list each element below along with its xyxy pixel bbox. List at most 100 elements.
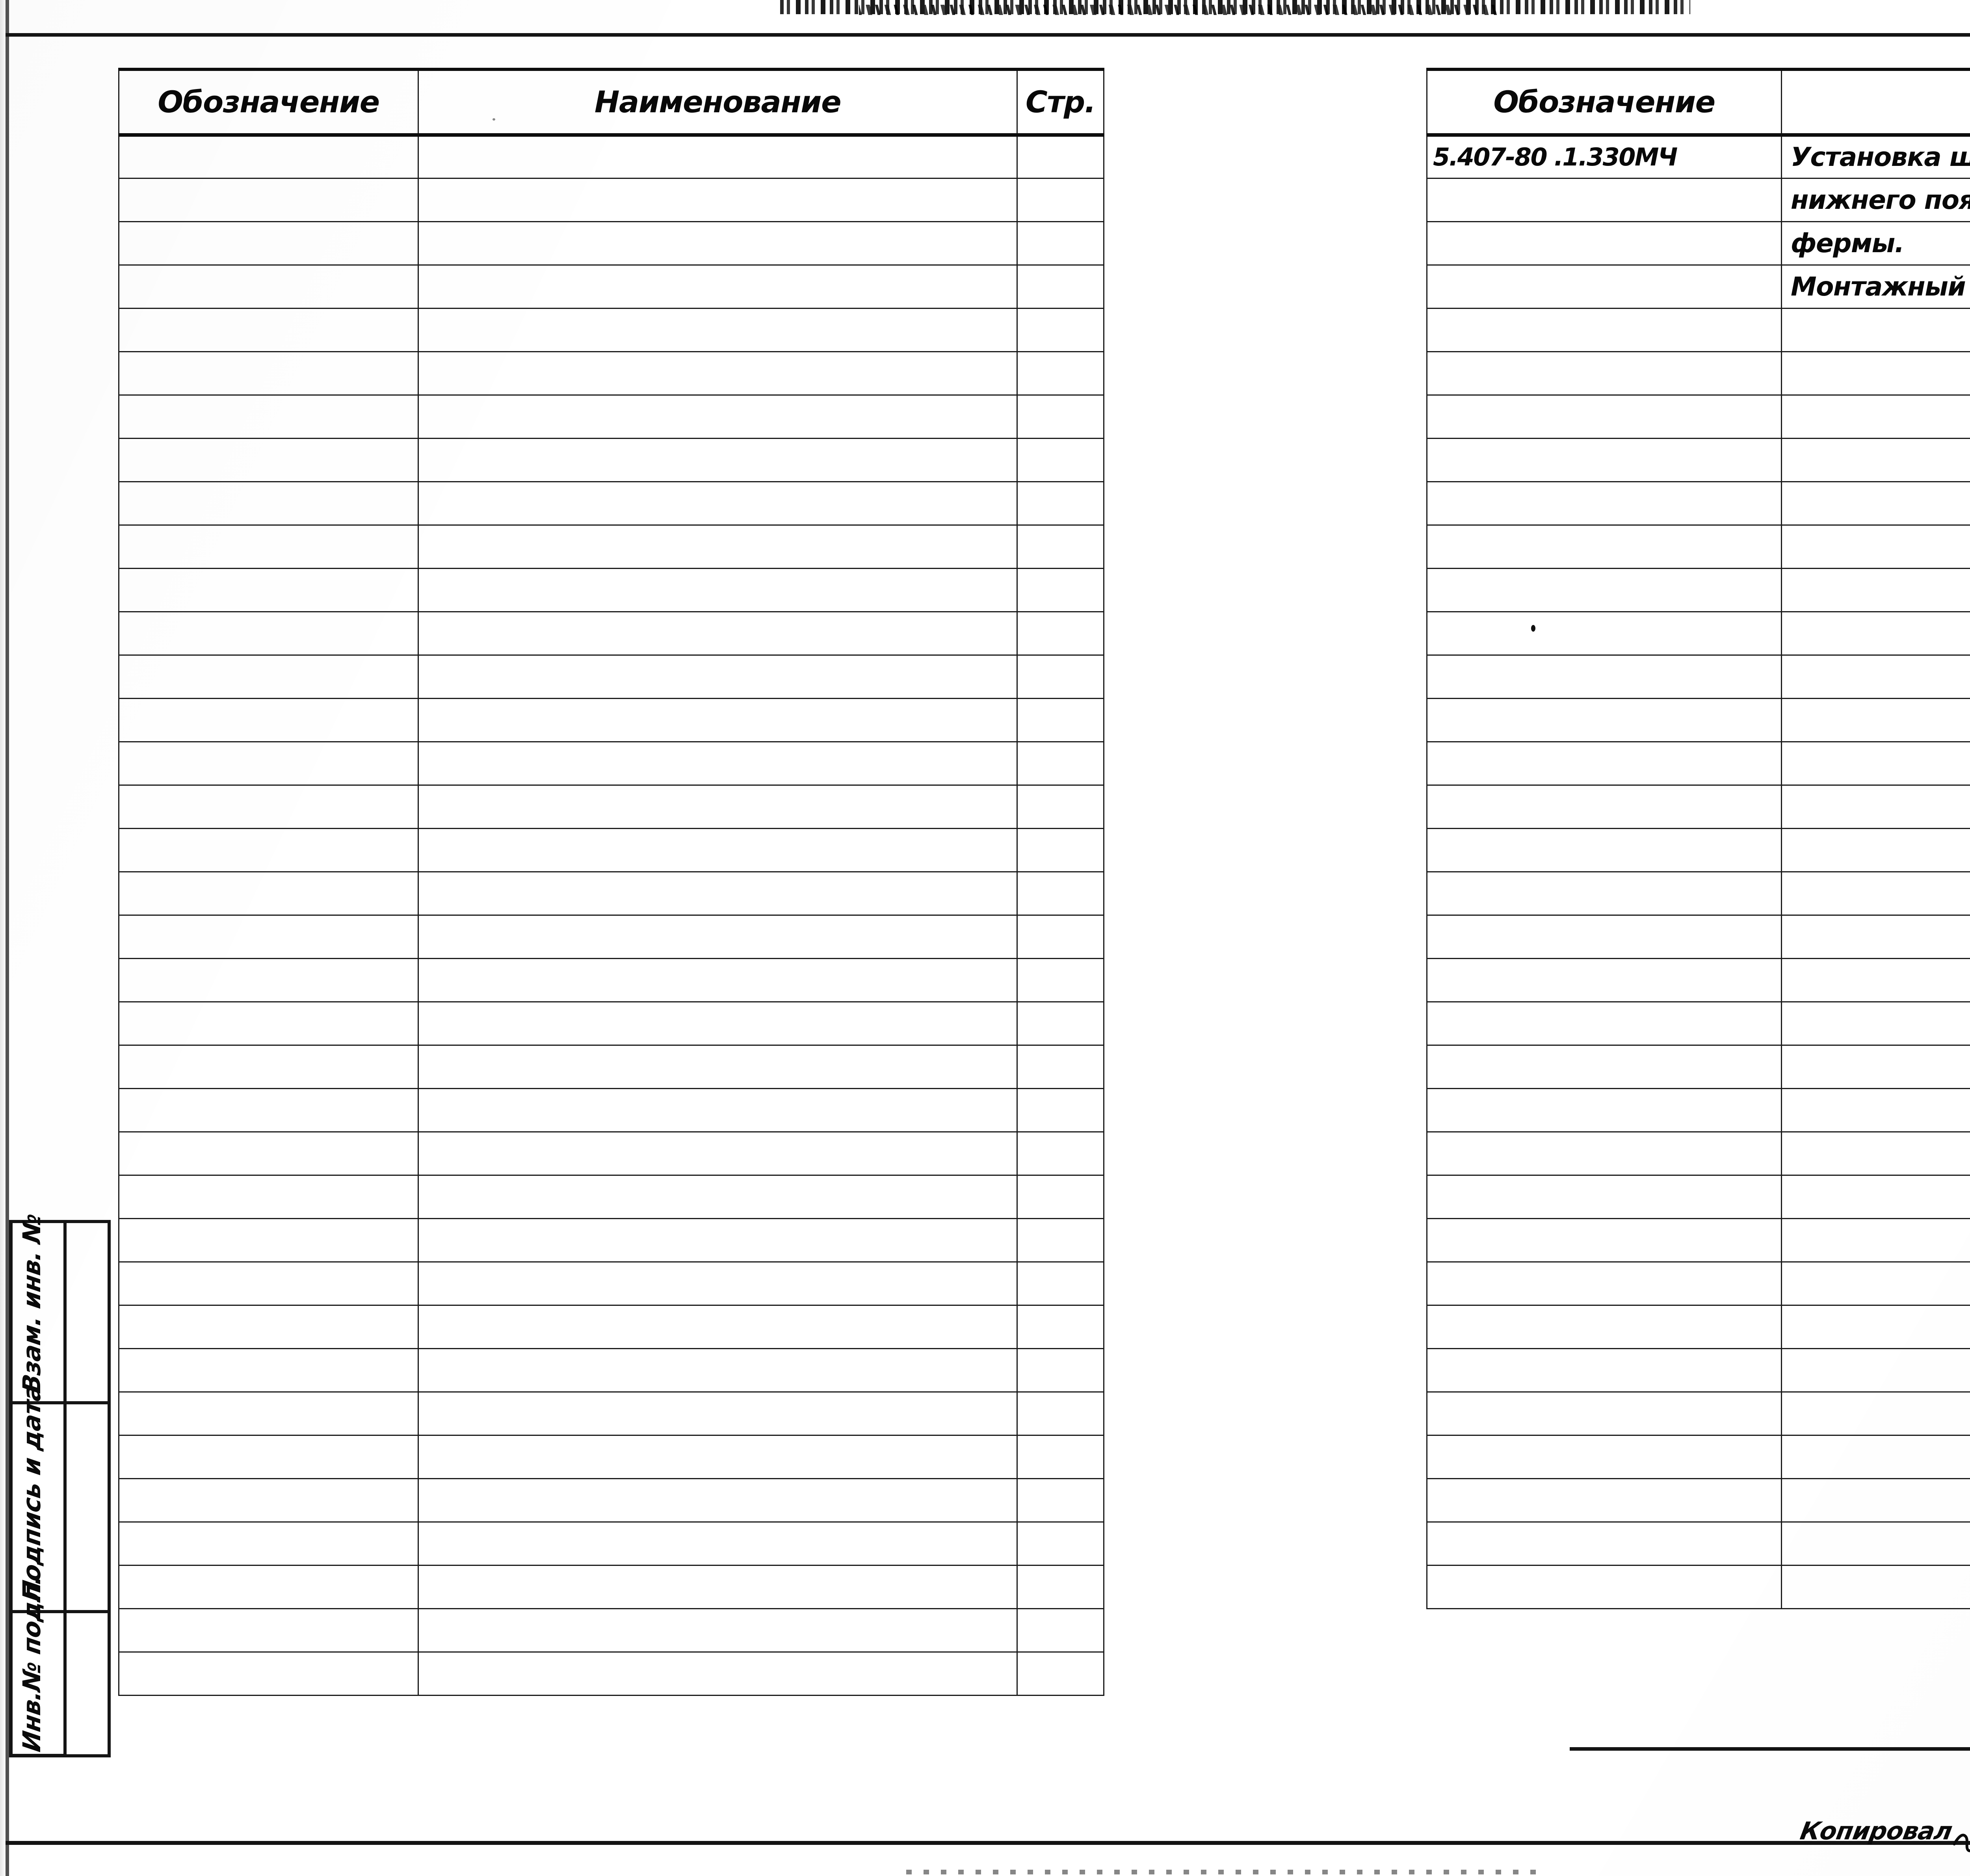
index-table-right: Обозначение Наименование Стр. 5.407-80 .… <box>1426 68 1970 1609</box>
table-row <box>1426 871 1970 916</box>
table-row <box>1426 1391 1970 1436</box>
table-row <box>1426 914 1970 959</box>
cell-designation <box>118 611 419 656</box>
table-row <box>1426 1261 1970 1306</box>
table-row <box>1426 654 1970 699</box>
table-row <box>118 1521 1104 1566</box>
table-row <box>1426 567 1970 612</box>
cell-page <box>1017 567 1104 612</box>
cell-designation <box>1426 1434 1782 1479</box>
cell-name <box>418 351 1018 396</box>
table-header-row: Обозначение Наименование Стр. <box>1426 68 1970 137</box>
cell-name <box>1781 481 1970 526</box>
cell-name <box>1781 394 1970 439</box>
cell-designation <box>1426 1348 1782 1393</box>
cell-designation <box>1426 1521 1782 1566</box>
cell-name <box>418 1218 1018 1262</box>
cell-name <box>1781 914 1970 959</box>
header-designation: Обозначение <box>118 68 419 137</box>
cell-name <box>418 307 1018 352</box>
copied-by-label: Копировал <box>1798 1817 1955 1845</box>
cell-page <box>1017 1348 1104 1393</box>
table-row <box>1426 784 1970 829</box>
table-row <box>1426 1044 1970 1089</box>
cell-name <box>1781 654 1970 699</box>
cell-name <box>418 177 1018 222</box>
page-frame-left-border <box>6 0 9 1876</box>
cell-designation <box>118 437 419 482</box>
cell-designation <box>1426 611 1782 656</box>
cell-designation <box>118 481 419 526</box>
cell-designation <box>118 827 419 872</box>
margin-divider-2 <box>67 1401 111 1404</box>
cell-designation <box>1426 1261 1782 1306</box>
margin-label-column <box>9 1220 67 1757</box>
table-row <box>1426 1304 1970 1349</box>
table-row <box>1426 1478 1970 1523</box>
table-row <box>118 133 1104 179</box>
cell-designation <box>118 1521 419 1566</box>
header-designation: Обозначение <box>1426 68 1782 137</box>
cell-page <box>1017 1261 1104 1306</box>
margin-column-inner-rule <box>108 1220 111 1757</box>
table-row <box>118 1434 1104 1479</box>
cell-name <box>418 481 1018 526</box>
cell-name <box>418 611 1018 656</box>
cell-name <box>418 437 1018 482</box>
cell-name <box>418 914 1018 959</box>
margin-box-inv-podl <box>9 1610 67 1757</box>
table-row <box>118 1304 1104 1349</box>
cell-page <box>1017 871 1104 916</box>
cell-designation <box>1426 351 1782 396</box>
cell-designation <box>1426 1218 1782 1262</box>
cell-page <box>1017 827 1104 872</box>
cell-name <box>1781 1434 1970 1479</box>
cell-name <box>1781 524 1970 569</box>
cell-designation <box>118 394 419 439</box>
cell-name: фермы. <box>1781 221 1970 266</box>
table-row <box>1426 827 1970 872</box>
table-row <box>1426 1218 1970 1262</box>
cell-page <box>1017 1434 1104 1479</box>
cell-name <box>418 394 1018 439</box>
cell-name <box>1781 784 1970 829</box>
cell-name <box>1781 1131 1970 1176</box>
table-row <box>118 654 1104 699</box>
cell-name <box>418 741 1018 786</box>
margin-divider-1 <box>67 1220 111 1223</box>
cell-name <box>1781 1478 1970 1523</box>
cell-designation <box>1426 784 1782 829</box>
cell-name <box>418 871 1018 916</box>
cell-name <box>418 1478 1018 1523</box>
cell-name <box>1781 1521 1970 1566</box>
cell-page <box>1017 437 1104 482</box>
cell-designation <box>118 1391 419 1436</box>
cell-name <box>1781 1044 1970 1089</box>
cell-designation <box>1426 1478 1782 1523</box>
table-row <box>1426 1434 1970 1479</box>
table-row <box>1426 958 1970 1002</box>
table-header-row: Обозначение Наименование Стр. <box>118 68 1104 137</box>
cell-designation <box>1426 871 1782 916</box>
table-row <box>118 611 1104 656</box>
cell-designation <box>118 741 419 786</box>
table-row <box>118 1261 1104 1306</box>
cell-page <box>1017 1651 1104 1696</box>
cell-name <box>1781 741 1970 786</box>
cell-page <box>1017 611 1104 656</box>
cell-name <box>418 1564 1018 1609</box>
margin-label-inv-podl: Инв.№ подл. <box>17 1573 46 1754</box>
table-row <box>1426 1521 1970 1566</box>
table-row <box>1426 611 1970 656</box>
cell-designation <box>118 871 419 916</box>
cell-name <box>418 1391 1018 1436</box>
table-row <box>1426 307 1970 352</box>
table-row <box>118 351 1104 396</box>
cell-name <box>1781 611 1970 656</box>
table-row <box>118 394 1104 439</box>
table-row <box>118 177 1104 222</box>
cell-designation <box>1426 481 1782 526</box>
cell-designation <box>118 133 419 179</box>
